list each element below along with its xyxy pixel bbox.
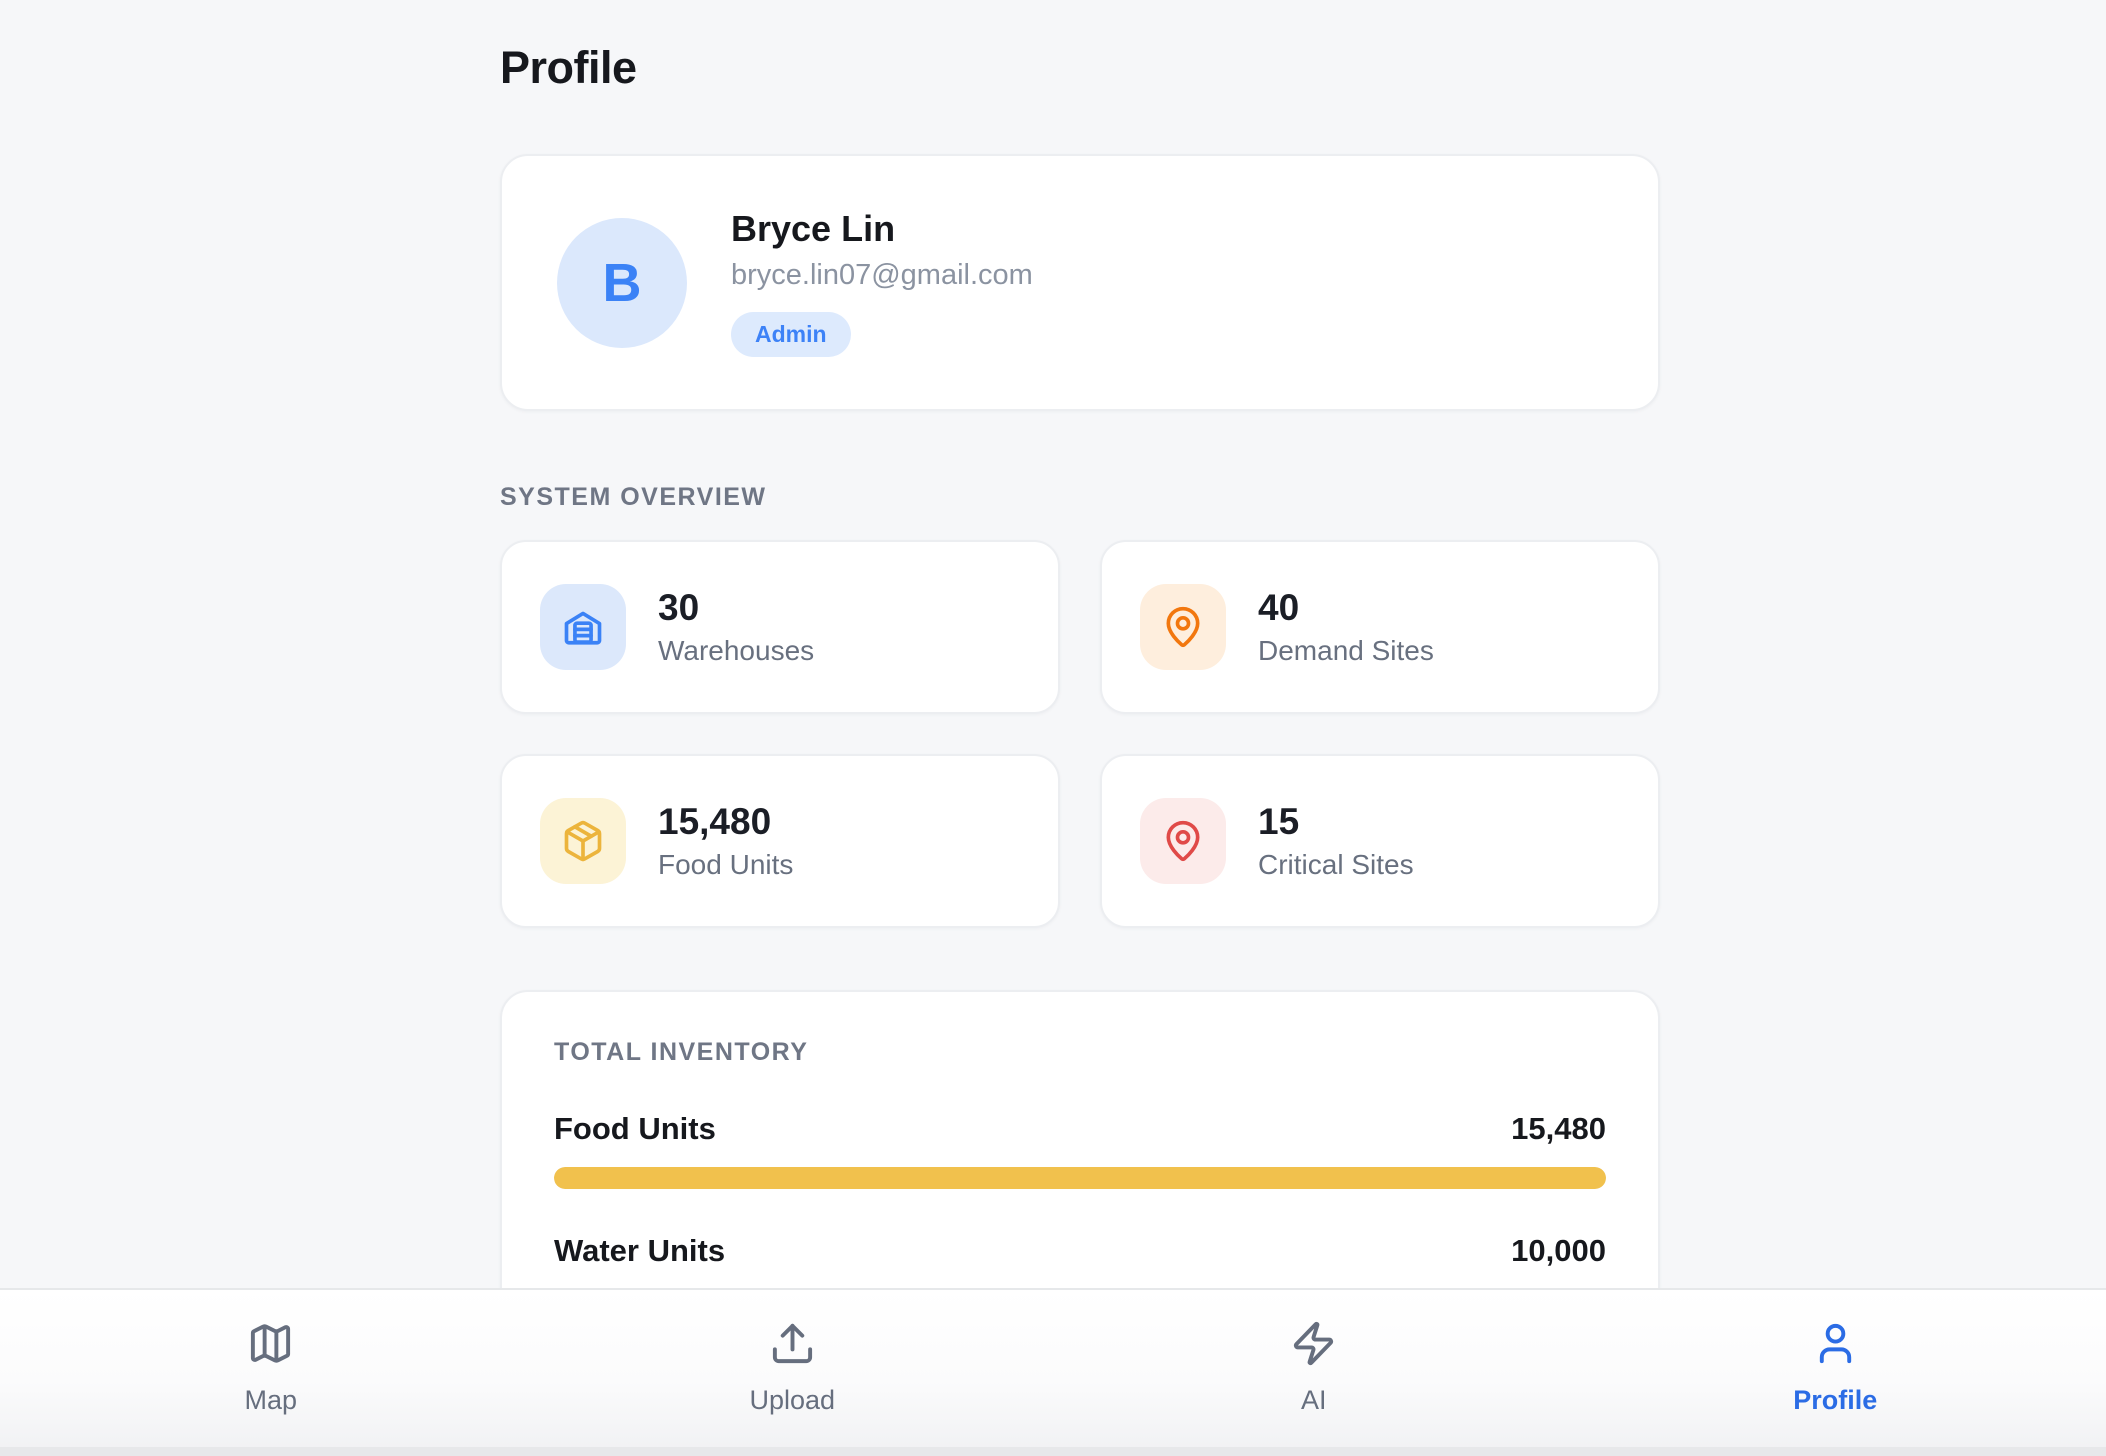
inventory-row-label: Food Units [554, 1111, 716, 1146]
stat-label: Critical Sites [1258, 849, 1414, 880]
admin-role-badge: Admin [731, 312, 851, 357]
stat-text: 15,480 Food Units [658, 801, 793, 881]
nav-item-map[interactable]: Map [181, 1320, 361, 1416]
ai-bolt-icon [1290, 1320, 1337, 1372]
stat-card-food-units: 15,480 Food Units [500, 754, 1060, 928]
stat-card-warehouses: 30 Warehouses [500, 540, 1060, 714]
stat-label: Demand Sites [1258, 635, 1434, 666]
main-content: Profile B Bryce Lin bryce.lin07@gmail.co… [500, 0, 1660, 1373]
system-overview-heading: SYSTEM OVERVIEW [500, 483, 767, 511]
avatar: B [557, 217, 687, 348]
bottom-nav: Map Upload AI Profile [0, 1288, 2106, 1456]
stats-grid: 30 Warehouses 40 Demand Sites [500, 540, 1660, 928]
food-progress-fill [554, 1167, 1606, 1189]
profile-icon [1812, 1320, 1859, 1372]
food-progress-track [554, 1167, 1606, 1189]
stat-text: 40 Demand Sites [1258, 587, 1434, 667]
stat-label: Warehouses [658, 635, 815, 666]
page-title: Profile [500, 42, 637, 93]
nav-label: AI [1300, 1385, 1327, 1415]
stat-value: 40 [1258, 587, 1300, 628]
nav-label: Map [244, 1385, 298, 1415]
profile-card: B Bryce Lin bryce.lin07@gmail.com Admin [500, 154, 1660, 411]
map-pin-icon [1140, 798, 1226, 884]
profile-name: Bryce Lin [731, 208, 896, 249]
nav-item-ai[interactable]: AI [1224, 1320, 1404, 1416]
nav-label: Profile [1793, 1385, 1878, 1415]
profile-info: Bryce Lin bryce.lin07@gmail.com Admin [731, 208, 1033, 357]
food-units-row: Food Units 15,480 [554, 1111, 1606, 1147]
inventory-row-value: 15,480 [1511, 1111, 1606, 1146]
stat-card-demand-sites: 40 Demand Sites [1100, 540, 1660, 714]
nav-item-upload[interactable]: Upload [702, 1320, 882, 1416]
water-units-row: Water Units 10,000 [554, 1233, 1606, 1269]
stat-text: 30 Warehouses [658, 587, 814, 667]
inventory-row-label: Water Units [554, 1233, 726, 1268]
map-pin-icon [1140, 584, 1226, 670]
warehouse-icon [540, 584, 626, 670]
upload-icon [769, 1320, 816, 1372]
profile-email: bryce.lin07@gmail.com [731, 259, 1033, 291]
stat-label: Food Units [658, 849, 794, 880]
stat-value: 30 [658, 587, 700, 628]
map-icon [247, 1320, 294, 1372]
total-inventory-heading: TOTAL INVENTORY [554, 1038, 809, 1066]
package-icon [540, 798, 626, 884]
home-indicator-strip [0, 1447, 2106, 1456]
inventory-row-value: 10,000 [1511, 1233, 1606, 1268]
nav-label: Upload [749, 1385, 836, 1415]
nav-item-profile[interactable]: Profile [1745, 1320, 1925, 1416]
stat-card-critical-sites: 15 Critical Sites [1100, 754, 1660, 928]
stat-value: 15,480 [658, 801, 772, 842]
stat-value: 15 [1258, 801, 1300, 842]
stat-text: 15 Critical Sites [1258, 801, 1414, 881]
